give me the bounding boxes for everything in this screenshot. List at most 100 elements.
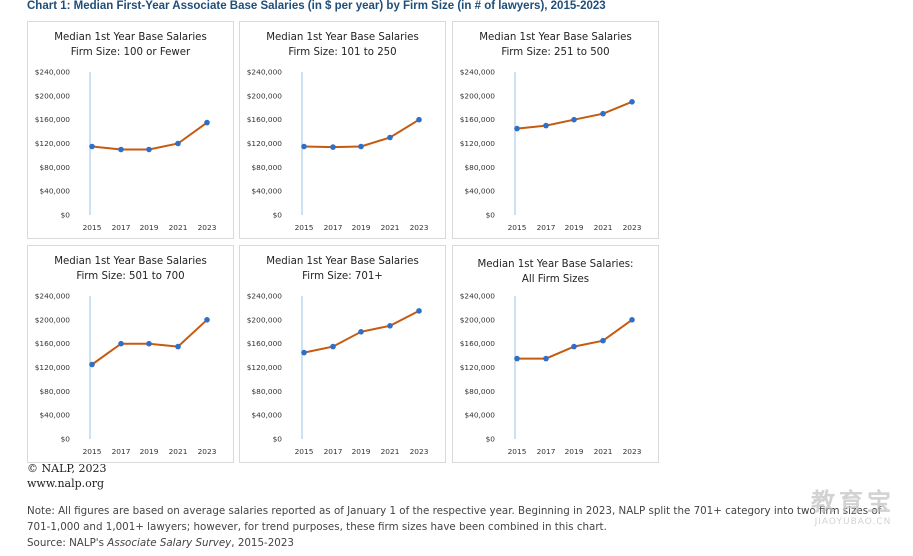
y-tick-label: $240,000	[460, 292, 496, 301]
chart-panel-251-to-500: Median 1st Year Base Salaries Firm Size:…	[452, 21, 659, 239]
panel-title-line2: Firm Size: 701+	[302, 271, 383, 282]
x-tick-label: 2019	[140, 223, 159, 232]
chart-panel-101-to-250: Median 1st Year Base Salaries Firm Size:…	[239, 21, 446, 239]
y-tick-label: $240,000	[460, 68, 496, 77]
data-point	[118, 340, 124, 347]
x-tick-label: 2015	[508, 223, 527, 232]
data-point	[629, 317, 635, 323]
y-tick-label: $0	[273, 211, 283, 220]
x-tick-label: 2017	[112, 447, 131, 456]
x-tick-label: 2015	[508, 447, 527, 456]
y-tick-label: $0	[273, 435, 283, 444]
line-chart-all-firm-sizes: $0 $40,000 $80,000 $120,000 $160,000 $200,000…	[460, 292, 642, 457]
source-line: Source: NALP's Associate Salary Survey, …	[27, 535, 907, 551]
y-tick-label: $80,000	[464, 387, 495, 396]
panel-title-line1: Median 1st Year Base Salaries	[479, 32, 632, 43]
copyright-text: © NALP, 2023	[27, 462, 107, 475]
source-suffix: , 2015-2023	[231, 537, 294, 549]
y-tick-label: $200,000	[35, 315, 71, 324]
chart-panel-100-or-fewer: Median 1st Year Base Salaries Firm Size:…	[27, 21, 234, 239]
y-tick-label: $80,000	[251, 163, 282, 172]
y-tick-label: $80,000	[464, 163, 495, 172]
y-tick-label: $160,000	[35, 339, 71, 348]
panel-title-line1: Median 1st Year Base Salaries	[54, 32, 207, 43]
x-tick-label: 2021	[594, 447, 613, 456]
data-point	[146, 340, 152, 347]
panel-title-line2: All Firm Sizes	[521, 274, 590, 285]
x-tick-label: 2023	[623, 447, 642, 456]
data-point	[358, 329, 364, 335]
x-tick-label: 2023	[410, 447, 429, 456]
panel-title-line2: Firm Size: 101 to 250	[288, 47, 397, 58]
y-tick-label: $80,000	[251, 387, 282, 396]
y-tick-label: $160,000	[460, 115, 496, 124]
y-tick-label: $40,000	[464, 187, 495, 196]
panel-title-line2: Firm Size: 100 or Fewer	[70, 47, 191, 58]
data-point	[330, 144, 336, 150]
y-tick-label: $80,000	[39, 163, 70, 172]
panel-title-line1: Median 1st Year Base Salaries	[266, 256, 419, 267]
panel-title-line1: Median 1st Year Base Salaries	[54, 256, 207, 267]
data-point	[89, 361, 95, 368]
line-chart-251-to-500: $0 $40,000 $80,000 $120,000 $160,000 $200,000…	[460, 68, 642, 233]
x-tick-label: 2021	[594, 223, 613, 232]
chart-notes: Note: All figures are based on average s…	[27, 503, 907, 551]
panel-title-line1: Median 1st Year Base Salaries:	[477, 259, 634, 270]
data-point	[89, 143, 95, 150]
data-point	[543, 122, 549, 129]
y-tick-label: $0	[486, 435, 496, 444]
x-tick-label: 2019	[565, 223, 584, 232]
x-tick-label: 2021	[381, 447, 400, 456]
data-point	[543, 355, 549, 362]
x-tick-label: 2023	[623, 223, 642, 232]
website-link[interactable]: www.nalp.org	[27, 477, 105, 490]
y-tick-label: $40,000	[251, 411, 282, 420]
panel-title-line2: Firm Size: 501 to 700	[76, 271, 185, 282]
chart-panel-501-to-700: Median 1st Year Base Salaries Firm Size:…	[27, 245, 234, 463]
y-tick-label: $240,000	[247, 292, 283, 301]
data-point	[416, 308, 422, 314]
y-tick-label: $80,000	[39, 387, 70, 396]
series-line	[303, 118, 420, 149]
x-tick-label: 2017	[324, 223, 343, 232]
data-point	[358, 143, 364, 150]
data-point	[514, 355, 520, 362]
panel-title-line2: Firm Size: 251 to 500	[501, 47, 610, 58]
data-point	[175, 140, 181, 147]
y-tick-label: $200,000	[460, 315, 496, 324]
x-tick-label: 2015	[295, 447, 314, 456]
source-title: Associate Salary Survey	[107, 537, 232, 549]
y-tick-label: $160,000	[35, 115, 71, 124]
y-tick-label: $240,000	[35, 292, 71, 301]
x-tick-label: 2019	[352, 447, 371, 456]
data-point	[514, 125, 520, 132]
x-tick-label: 2015	[83, 447, 102, 456]
y-tick-label: $200,000	[247, 91, 283, 100]
line-chart-100-or-fewer: $0 $40,000 $80,000 $120,000 $160,000 $200,000…	[35, 68, 217, 233]
series-line	[516, 100, 633, 130]
panel-title-line1: Median 1st Year Base Salaries	[266, 32, 419, 43]
y-tick-label: $0	[61, 211, 71, 220]
series-line	[91, 121, 208, 151]
x-tick-label: 2017	[537, 223, 556, 232]
y-tick-label: $160,000	[247, 339, 283, 348]
watermark-logo: 教育宝 JIAOYUBAO.CN	[811, 482, 895, 527]
chart-panel-all-firm-sizes: Median 1st Year Base Salaries: All Firm …	[452, 245, 659, 463]
x-tick-label: 2019	[140, 447, 159, 456]
chart-panel-701-plus: Median 1st Year Base Salaries Firm Size:…	[239, 245, 446, 463]
data-point	[600, 110, 606, 117]
data-point	[146, 146, 152, 153]
watermark-main: 教育宝	[811, 488, 895, 516]
chart-main-title: Chart 1: Median First-Year Associate Bas…	[27, 0, 606, 12]
source-prefix: Source: NALP's	[27, 537, 108, 549]
x-tick-label: 2023	[410, 223, 429, 232]
data-point	[301, 349, 307, 356]
note-line-2: 701-1,000 and 1,001+ lawyers; however, f…	[27, 521, 607, 533]
data-point	[387, 323, 393, 329]
y-tick-label: $40,000	[39, 411, 70, 420]
y-tick-label: $40,000	[39, 187, 70, 196]
data-point	[175, 343, 181, 350]
y-tick-label: $240,000	[35, 68, 71, 77]
x-tick-label: 2015	[83, 223, 102, 232]
data-point	[204, 317, 210, 323]
